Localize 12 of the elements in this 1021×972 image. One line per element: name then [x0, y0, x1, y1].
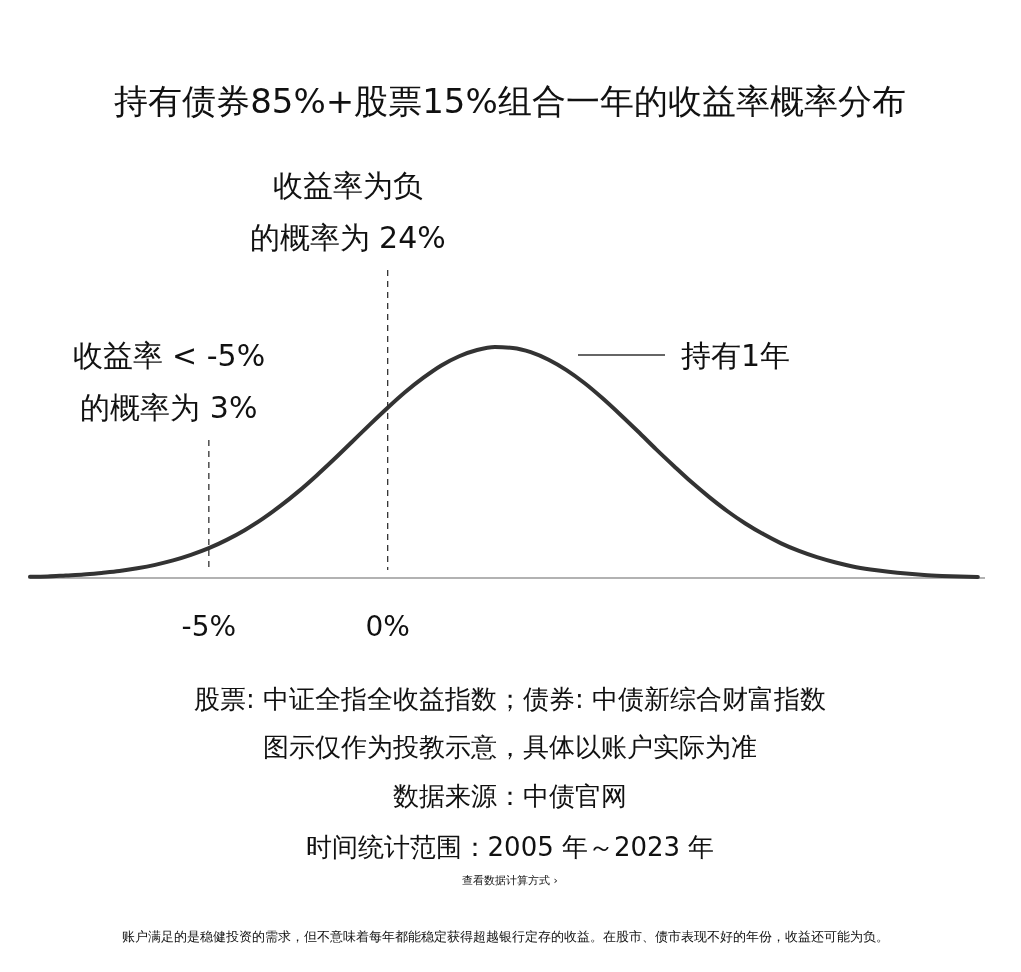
text: 账户满足的是稳健投资的需求，但不意味着每年都能稳定获得超越银行定存的收益。在股市、债市表现不好的年份，收益还可能为负。	[121, 929, 889, 944]
x-tick-label: 0%	[365, 610, 410, 643]
x-tick-label: -5%	[181, 610, 237, 643]
ref-line-label: 收益率为负的概率为 24%	[249, 168, 446, 255]
text: 股票: 中证全指全收益指数；债券: 中债新综合财富指数	[193, 684, 827, 714]
chart-title: 持有债券85%+股票15%组合一年的收益率概率分布	[114, 81, 906, 121]
ref-line-label: 收益率 < -5%的概率为 3%	[72, 338, 266, 425]
text: 图示仅作为投教示意，具体以账户实际为准	[263, 732, 757, 762]
text: 查看数据计算方式 ›	[462, 874, 558, 887]
text: 时间统计范围：2005 年～2023 年	[305, 832, 715, 862]
legend-label: 持有1年	[681, 338, 791, 373]
source-note: 数据来源：中债官网	[393, 781, 627, 811]
